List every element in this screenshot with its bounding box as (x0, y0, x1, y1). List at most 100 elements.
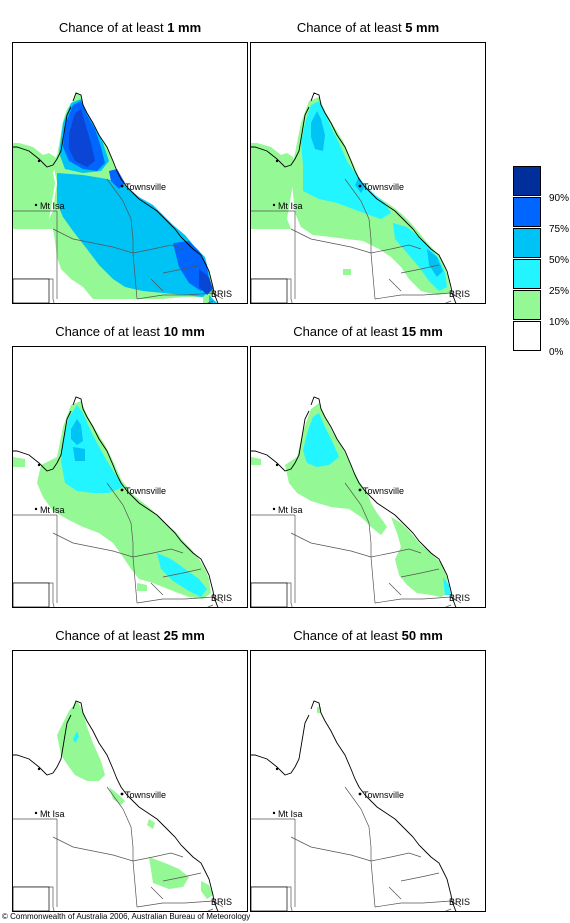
label-mt-isa: Mt Isa (40, 201, 65, 211)
rain-zone-green (13, 457, 25, 467)
mt-isa-marker (34, 507, 38, 511)
townsville-marker (120, 792, 124, 796)
rain-zone-green (57, 701, 105, 781)
district-boundary (370, 548, 422, 558)
map-svg: Townsville Mt Isa BRIS (13, 396, 232, 607)
rain-zone-blue (109, 169, 125, 189)
townsville-marker (358, 792, 362, 796)
district-boundary (162, 264, 202, 274)
mt-isa-marker (34, 811, 38, 815)
title-prefix: Chance of at least (55, 324, 164, 339)
title-amount: 25 mm (163, 628, 205, 643)
panel-title: Chance of at least 5 mm (250, 20, 486, 36)
district-boundary (136, 292, 214, 300)
townsville-marker (358, 184, 362, 188)
border-notch (251, 886, 288, 911)
rain-zone-cyan (443, 577, 451, 595)
coastline (13, 700, 219, 911)
district-boundary (370, 852, 422, 862)
border-notch (13, 582, 50, 607)
title-prefix: Chance of at least (293, 324, 402, 339)
district-boundary (52, 298, 214, 303)
label-mt-isa: Mt Isa (278, 201, 303, 211)
district-boundary (132, 252, 138, 300)
district-boundary (344, 786, 372, 861)
label-townsville: Townsville (125, 790, 166, 800)
legend-swatch-50 (513, 228, 541, 258)
district-boundary (344, 178, 372, 253)
island-marker (37, 767, 41, 771)
title-amount: 1 mm (167, 20, 202, 35)
mt-isa-marker (272, 203, 276, 207)
legend-label-10: 10% (549, 317, 570, 328)
district-boundary (52, 532, 134, 558)
rain-zone-cyan (303, 413, 339, 467)
rain-zone-green (149, 857, 189, 889)
mt-isa-marker (272, 811, 276, 815)
legend-label-90: 90% (549, 193, 570, 204)
title-prefix: Chance of at least (55, 628, 164, 643)
panel-title: Chance of at least 50 mm (250, 628, 486, 644)
map-svg: Townsville Mt Isa BRIS (13, 92, 232, 303)
rain-zone-cyan (157, 553, 207, 597)
district-boundary (290, 228, 372, 254)
map-25mm: Townsville Mt Isa BRIS (12, 650, 248, 912)
district-boundary (344, 482, 372, 557)
rain-zone-green (251, 143, 295, 229)
district-boundary (388, 582, 402, 596)
rain-zone-cyan (393, 223, 447, 291)
label-brisbane: BRIS (211, 897, 232, 907)
district-boundary (106, 178, 134, 253)
copyright-notice: © Commonwealth of Australia 2006, Austra… (2, 912, 251, 921)
district-boundary (370, 244, 422, 254)
district-boundary (290, 906, 452, 911)
rain-zone-green (137, 583, 147, 591)
rain-zone-green (201, 881, 213, 899)
district-boundary (374, 292, 452, 300)
title-amount: 10 mm (163, 324, 205, 339)
district-boundary (150, 582, 164, 596)
label-townsville: Townsville (363, 486, 404, 496)
map-svg: Townsville Mt Isa BRIS (13, 700, 232, 911)
rain-zone-lightblue (71, 419, 83, 445)
title-amount: 15 mm (401, 324, 443, 339)
district-boundary (290, 602, 452, 607)
rain-zone-green (13, 143, 57, 229)
district-boundary (132, 244, 184, 254)
legend-swatch-90 (513, 166, 541, 196)
border-notch (13, 278, 50, 303)
district-boundary (132, 548, 184, 558)
label-brisbane: BRIS (449, 593, 470, 603)
rain-zone-darkblue (69, 109, 95, 167)
townsville-marker (358, 488, 362, 492)
district-boundary (150, 886, 164, 900)
label-mt-isa: Mt Isa (278, 505, 303, 515)
label-townsville: Townsville (363, 790, 404, 800)
district-boundary (150, 278, 164, 292)
map-svg: Townsville Mt Isa BRIS (251, 92, 470, 303)
map-1mm: Townsville Mt Isa BRIS (12, 42, 248, 304)
map-svg: Townsville Mt Isa BRIS (251, 700, 470, 911)
border-notch (251, 582, 288, 607)
district-boundary (136, 596, 214, 604)
label-mt-isa: Mt Isa (40, 505, 65, 515)
island-marker (275, 767, 279, 771)
border-notch (13, 886, 50, 911)
map-5mm: Townsville Mt Isa BRIS (250, 42, 486, 304)
district-boundary (374, 900, 452, 908)
label-townsville: Townsville (363, 182, 404, 192)
rain-zone-green (391, 517, 449, 597)
legend-swatch-10 (513, 290, 541, 320)
map-50mm: Townsville Mt Isa BRIS (250, 650, 486, 912)
district-boundary (290, 532, 372, 558)
district-boundary (400, 264, 440, 274)
district-boundary (106, 786, 134, 861)
district-boundary (162, 568, 202, 578)
label-townsville: Townsville (125, 182, 166, 192)
island-marker (37, 159, 41, 163)
island-marker (275, 463, 279, 467)
district-boundary (132, 852, 184, 862)
district-boundary (400, 872, 440, 882)
legend-swatch-0 (513, 321, 541, 351)
rain-zone-cyan (61, 405, 123, 493)
